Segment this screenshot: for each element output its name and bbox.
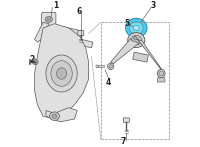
Ellipse shape <box>46 55 77 92</box>
FancyBboxPatch shape <box>78 31 84 36</box>
Text: 1: 1 <box>53 1 59 10</box>
Text: 4: 4 <box>105 78 110 87</box>
Polygon shape <box>69 36 93 48</box>
Text: 2: 2 <box>30 55 35 64</box>
Ellipse shape <box>126 18 147 38</box>
Ellipse shape <box>34 61 37 63</box>
Ellipse shape <box>109 65 112 68</box>
Ellipse shape <box>157 69 165 78</box>
Ellipse shape <box>52 114 57 118</box>
FancyBboxPatch shape <box>42 12 56 29</box>
Ellipse shape <box>45 17 52 22</box>
Ellipse shape <box>49 112 59 120</box>
Polygon shape <box>97 65 104 67</box>
Polygon shape <box>35 22 49 42</box>
Polygon shape <box>133 52 148 62</box>
Bar <box>101 22 169 139</box>
Text: 3: 3 <box>151 1 156 10</box>
Text: 7: 7 <box>121 137 126 146</box>
Ellipse shape <box>96 65 98 68</box>
Polygon shape <box>54 25 82 36</box>
Ellipse shape <box>131 35 142 45</box>
Ellipse shape <box>32 60 38 65</box>
Ellipse shape <box>51 61 72 86</box>
Ellipse shape <box>57 68 67 79</box>
Text: 5: 5 <box>124 19 130 28</box>
FancyBboxPatch shape <box>123 118 129 122</box>
Ellipse shape <box>129 22 143 34</box>
Polygon shape <box>157 78 165 82</box>
Ellipse shape <box>47 18 51 21</box>
Ellipse shape <box>128 33 145 47</box>
Text: 6: 6 <box>77 7 82 16</box>
Polygon shape <box>46 108 77 122</box>
Polygon shape <box>35 24 89 119</box>
Polygon shape <box>111 39 139 64</box>
Ellipse shape <box>159 71 163 76</box>
Polygon shape <box>133 36 163 71</box>
Ellipse shape <box>107 63 114 70</box>
Ellipse shape <box>133 25 139 31</box>
